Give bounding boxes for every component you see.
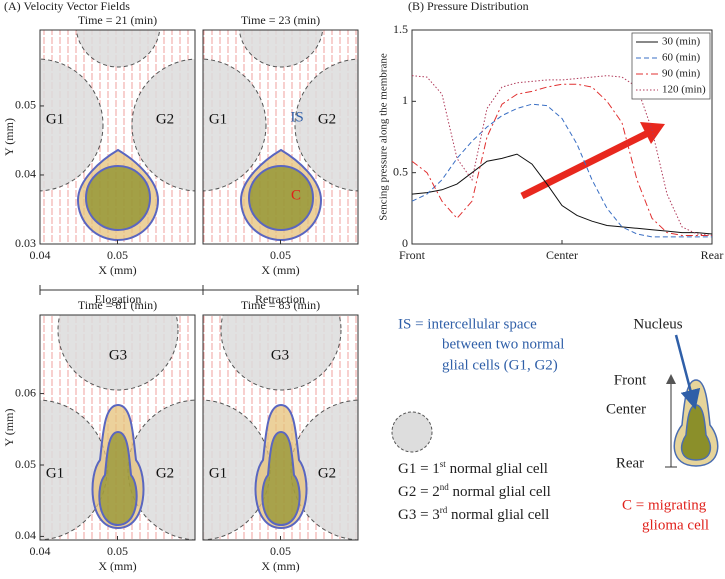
vector-field-panel [40, 30, 195, 244]
glial-cell [203, 58, 267, 192]
phase-divider [39, 285, 359, 295]
x-tick-label: Rear [701, 248, 724, 262]
glial-cell [57, 315, 179, 391]
x-tick-label: 0.04 [30, 544, 51, 558]
vector-field-panel [203, 30, 358, 244]
cell-diagram [665, 334, 719, 468]
glial-cell [238, 30, 324, 68]
y-tick-label: 0.06 [15, 385, 36, 399]
region-label: G2 [318, 465, 336, 481]
region-label: C [291, 187, 301, 203]
x-tick-label: 0.05 [107, 248, 128, 262]
x-axis-label: X (mm) [261, 559, 299, 573]
glial-definition: G1 = 1st normal glial cell [398, 459, 548, 477]
y-tick-label: 0.04 [15, 167, 36, 181]
panel-title: Time = 83 (min) [241, 298, 320, 312]
vector-field-panel [203, 315, 358, 540]
x-tick-label: 0.05 [270, 544, 291, 558]
y-axis-label: Y (mm) [2, 409, 16, 447]
phase-label: Elogation [95, 292, 142, 306]
nucleus [98, 430, 138, 527]
glial-cell [75, 30, 161, 68]
y-axis-label: Y (mm) [2, 118, 16, 156]
glial-cell [294, 58, 358, 192]
y-tick-label: 0.05 [15, 98, 36, 112]
region-label: IS [290, 109, 303, 125]
pressure-line [411, 153, 713, 235]
y-tick-label: 0.5 [393, 164, 408, 178]
phase-label: Retraction [255, 292, 305, 306]
legend-label: 90 (min) [662, 68, 701, 80]
pressure-line [411, 103, 712, 238]
region-label: G2 [156, 465, 174, 481]
glial-cell [131, 58, 195, 192]
region-label: G2 [318, 111, 336, 127]
x-axis-label: X (mm) [261, 263, 299, 277]
y-tick-label: 1.5 [393, 22, 408, 36]
y-tick-label: 0.03 [15, 236, 36, 250]
is-definition: between two normal [442, 336, 564, 352]
glial-cell [220, 315, 342, 391]
y-tick-label: 0.04 [15, 528, 36, 542]
vector-field-panel [40, 315, 195, 540]
nucleus [248, 165, 314, 231]
cell-definition: glioma cell [642, 517, 709, 533]
y-axis-label: Sencing pressure along the membrane [378, 53, 390, 221]
legend-label: 60 (min) [662, 52, 701, 64]
glial-definition: G3 = 3rd normal glial cell [398, 505, 549, 523]
x-axis-label: X (mm) [98, 263, 136, 277]
front-label: Front [614, 372, 647, 388]
y-tick-label: 0 [402, 236, 408, 250]
region-label: G1 [209, 111, 227, 127]
glial-cell [40, 58, 104, 192]
region-label: G3 [271, 347, 289, 363]
is-definition: glial cells (G1, G2) [442, 357, 558, 373]
nucleus-label: Nucleus [633, 316, 682, 332]
nucleus [85, 165, 151, 231]
y-tick-label: 1 [402, 93, 408, 107]
panel-a-title: (A) Velocity Vector Fields [4, 0, 130, 13]
panel-title: Time = 21 (min) [78, 13, 157, 27]
x-axis-label: X (mm) [98, 559, 136, 573]
region-label: G1 [46, 111, 64, 127]
nucleus [261, 430, 301, 527]
rear-label: Rear [616, 455, 644, 471]
is-definition: IS = intercellular space [398, 316, 537, 332]
region-label: G2 [156, 111, 174, 127]
region-label: G1 [46, 465, 64, 481]
pressure-line [411, 83, 712, 236]
cell-definition: C = migrating [622, 497, 707, 513]
legend-label: 30 (min) [662, 36, 701, 48]
x-tick-label: Front [399, 248, 426, 262]
region-label: G3 [109, 347, 127, 363]
x-tick-label: Center [546, 248, 578, 262]
pressure-line [411, 75, 713, 236]
trend-arrow [520, 122, 665, 200]
glial-icon [391, 411, 433, 453]
x-tick-label: 0.04 [30, 248, 51, 262]
region-label: G1 [209, 465, 227, 481]
panel-title: Time = 23 (min) [241, 13, 320, 27]
y-tick-label: 0.05 [15, 457, 36, 471]
legend-box [631, 32, 711, 100]
x-tick-label: 0.05 [270, 248, 291, 262]
glial-definition: G2 = 2nd normal glial cell [398, 482, 551, 500]
panel-title: Time = 81 (min) [78, 298, 157, 312]
legend-label: 120 (min) [662, 84, 706, 96]
panel-title: (B) Pressure Distribution [408, 0, 529, 13]
center-label: Center [606, 401, 646, 417]
x-tick-label: 0.05 [107, 544, 128, 558]
